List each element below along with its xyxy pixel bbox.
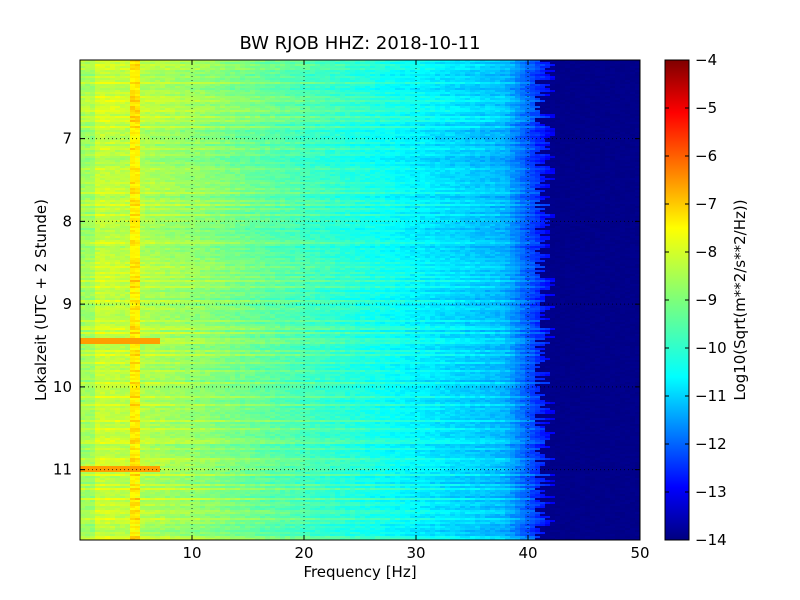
chart-title: BW RJOB HHZ: 2018-10-11 [239, 33, 480, 54]
heatmap-canvas [80, 60, 641, 541]
